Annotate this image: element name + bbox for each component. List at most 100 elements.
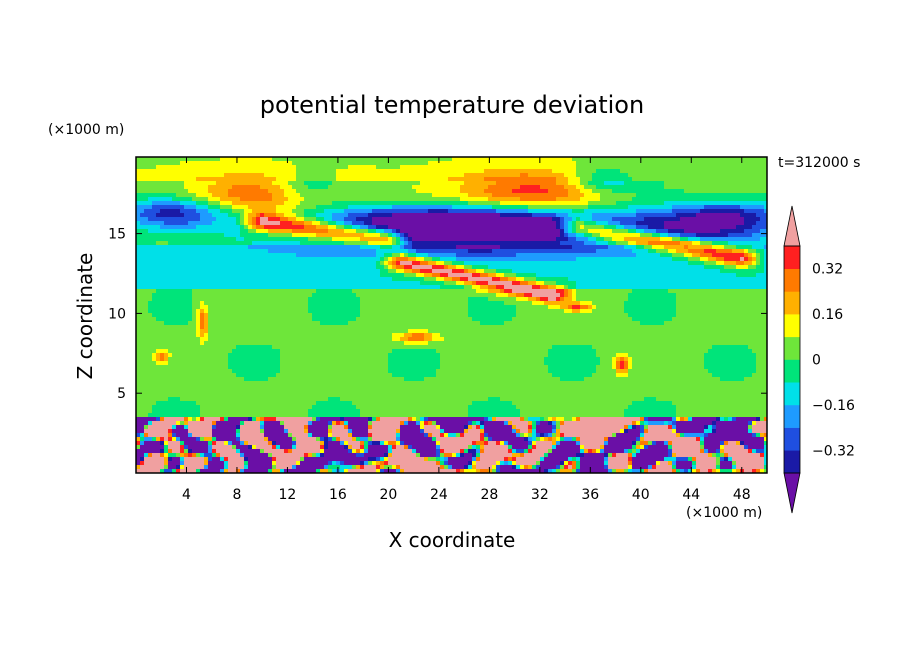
field-cell (244, 265, 249, 270)
field-cell (232, 277, 237, 282)
field-cell (172, 161, 177, 166)
field-cell (572, 257, 577, 262)
field-cell (356, 161, 361, 166)
field-cell (188, 205, 193, 210)
field-cell (612, 169, 617, 174)
field-cell (240, 185, 245, 190)
field-cell (492, 277, 497, 282)
field-cell (320, 169, 325, 174)
field-cell (724, 173, 729, 178)
field-cell (296, 189, 301, 194)
field-cell (396, 273, 401, 278)
field-cell (368, 197, 373, 202)
field-cell (388, 257, 393, 262)
field-cell (704, 165, 709, 170)
field-cell (208, 221, 213, 226)
field-cell (256, 177, 261, 182)
field-cell (588, 277, 593, 282)
field-cell (240, 181, 245, 186)
field-cell (560, 217, 565, 222)
field-cell (544, 193, 549, 198)
field-cell (308, 245, 313, 250)
field-cell (408, 281, 413, 286)
field-cell (188, 161, 193, 166)
field-cell (472, 281, 477, 286)
field-cell (732, 237, 737, 242)
field-cell (484, 201, 489, 206)
field-cell (604, 165, 609, 170)
field-cell (136, 157, 141, 162)
field-cell (596, 169, 601, 174)
field-cell (292, 233, 297, 238)
field-cell (348, 273, 353, 278)
field-cell (320, 173, 325, 178)
field-cell (588, 233, 593, 238)
field-cell (444, 173, 449, 178)
field-cell (284, 181, 289, 186)
field-cell (668, 221, 673, 226)
field-cell (372, 193, 377, 198)
field-cell (408, 193, 413, 198)
field-cell (580, 253, 585, 258)
field-cell (264, 225, 269, 230)
field-cell (608, 161, 613, 166)
field-cell (632, 189, 637, 194)
field-cell (492, 213, 497, 218)
field-cell (196, 273, 201, 278)
field-cell (648, 209, 653, 214)
field-cell (604, 209, 609, 214)
field-cell (184, 161, 189, 166)
field-cell (628, 177, 633, 182)
field-cell (684, 169, 689, 174)
field-cell (604, 245, 609, 250)
field-cell (676, 225, 681, 230)
field-cell (696, 229, 701, 234)
field-cell (356, 173, 361, 178)
field-cell (412, 225, 417, 230)
field-cell (740, 277, 745, 282)
field-cell (640, 277, 645, 282)
field-cell (404, 265, 409, 270)
field-cell (740, 173, 745, 178)
field-cell (604, 265, 609, 270)
field-cell (668, 185, 673, 190)
field-cell (708, 237, 713, 242)
field-cell (156, 189, 161, 194)
field-cell (576, 217, 581, 222)
field-cell (668, 233, 673, 238)
field-cell (540, 205, 545, 210)
field-cell (368, 169, 373, 174)
field-cell (180, 265, 185, 270)
field-cell (628, 257, 633, 262)
field-cell (688, 169, 693, 174)
field-cell (360, 173, 365, 178)
field-cell (168, 157, 173, 162)
field-cell (420, 257, 425, 262)
field-cell (760, 221, 765, 226)
field-cell (308, 225, 313, 230)
field-cell (396, 249, 401, 254)
field-cell (652, 197, 657, 202)
field-cell (324, 241, 329, 246)
field-cell (336, 265, 341, 270)
field-cell (436, 209, 441, 214)
field-cell (712, 221, 717, 226)
field-cell (540, 237, 545, 242)
field-cell (392, 245, 397, 250)
field-cell (724, 249, 729, 254)
field-cell (300, 185, 305, 190)
field-cell (732, 161, 737, 166)
field-cell (624, 193, 629, 198)
field-cell (172, 221, 177, 226)
field-cell (316, 157, 321, 162)
field-cell (404, 273, 409, 278)
field-cell (552, 249, 557, 254)
field-cell (500, 197, 505, 202)
field-cell (340, 261, 345, 266)
field-cell (268, 173, 273, 178)
field-cell (532, 265, 537, 270)
field-cell (200, 265, 205, 270)
field-cell (624, 277, 629, 282)
field-cell (508, 197, 513, 202)
field-cell (420, 241, 425, 246)
